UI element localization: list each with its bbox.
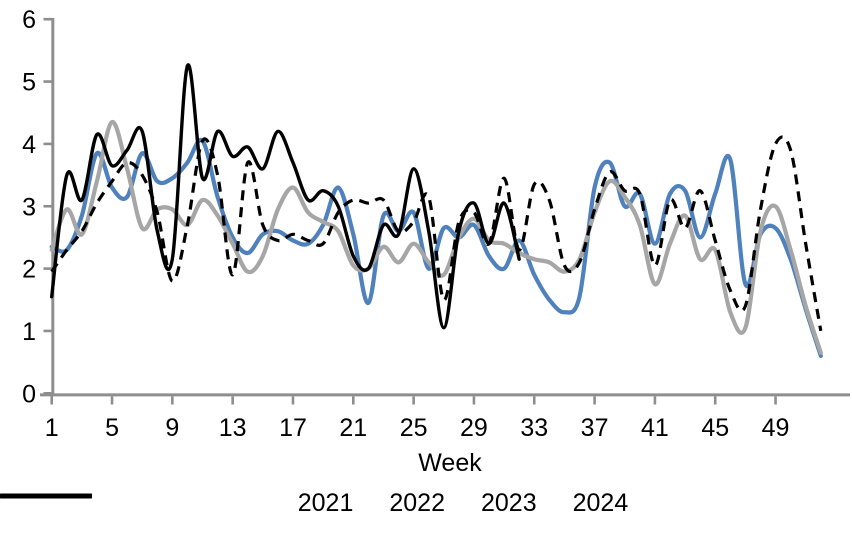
x-tick-label: 45 [701, 414, 729, 442]
x-tick-label: 9 [165, 414, 179, 442]
y-tick-label: 3 [22, 193, 36, 221]
legend-item-2022: 2022 [0, 489, 445, 517]
legend-item-2024: 2024 [0, 489, 629, 517]
y-tick-label: 6 [22, 6, 36, 34]
series-line-2024 [50, 63, 521, 330]
legend: 2021 2022 2023 2024 [0, 491, 852, 516]
series-line-2023 [50, 135, 823, 332]
y-tick-label: 4 [22, 131, 36, 159]
x-tick-label: 5 [105, 414, 119, 442]
x-tick-label: 49 [762, 414, 790, 442]
x-tick-label: 37 [581, 414, 609, 442]
legend-line-sample [0, 493, 92, 499]
x-tick-label: 17 [279, 414, 307, 442]
legend-label: 2024 [572, 489, 629, 517]
x-tick-label: 13 [219, 414, 247, 442]
legend-label: 2021 [297, 489, 354, 517]
legend-label: 2022 [389, 489, 445, 517]
y-tick-label: 5 [22, 69, 36, 97]
y-tick-label: 2 [22, 256, 36, 284]
x-tick-label: 33 [520, 414, 548, 442]
legend-item-2023: 2023 [1, 489, 537, 517]
y-tick-label: 1 [22, 318, 36, 346]
x-tick-label: 25 [400, 414, 428, 442]
legend-item-2021: 2021 [0, 489, 354, 517]
x-tick-label: 21 [339, 414, 367, 442]
series-line-2021 [49, 137, 823, 358]
x-tick-label: 1 [45, 414, 59, 442]
legend-label: 2023 [481, 489, 537, 517]
y-tick-label: 0 [22, 380, 36, 408]
x-axis-title: Week [418, 449, 482, 477]
x-tick-label: 41 [641, 414, 669, 442]
x-tick-label: 29 [460, 414, 488, 442]
